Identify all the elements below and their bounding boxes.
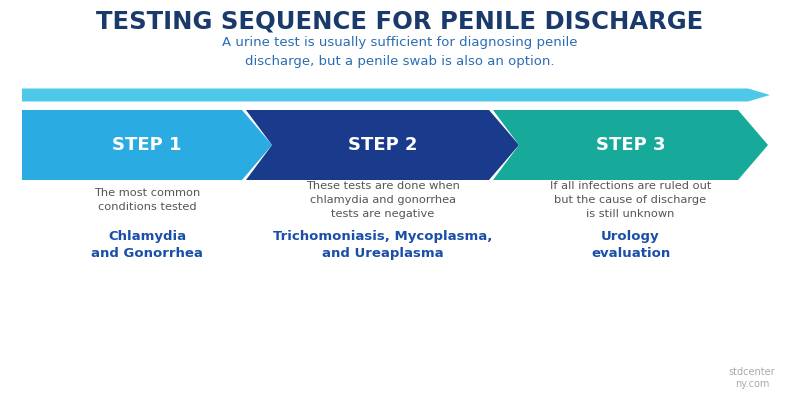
Polygon shape (246, 110, 519, 180)
Text: A urine test is usually sufficient for diagnosing penile
discharge, but a penile: A urine test is usually sufficient for d… (222, 36, 578, 68)
Text: The most common
conditions tested: The most common conditions tested (94, 188, 200, 212)
Text: These tests are done when
chlamydia and gonorrhea
tests are negative: These tests are done when chlamydia and … (306, 182, 459, 218)
Text: Trichomoniasis, Mycoplasma,
and Ureaplasma: Trichomoniasis, Mycoplasma, and Ureaplas… (273, 230, 492, 260)
Text: TESTING SEQUENCE FOR PENILE DISCHARGE: TESTING SEQUENCE FOR PENILE DISCHARGE (96, 10, 704, 34)
Polygon shape (493, 110, 768, 180)
Text: Chlamydia
and Gonorrhea: Chlamydia and Gonorrhea (91, 230, 203, 260)
Text: STEP 3: STEP 3 (596, 136, 666, 154)
Polygon shape (22, 88, 770, 102)
Text: Urology
evaluation: Urology evaluation (591, 230, 670, 260)
Text: STEP 2: STEP 2 (348, 136, 418, 154)
Text: STEP 1: STEP 1 (112, 136, 182, 154)
Polygon shape (22, 110, 272, 180)
Text: stdcenter
ny.com: stdcenter ny.com (729, 367, 775, 389)
Text: If all infections are ruled out
but the cause of discharge
is still unknown: If all infections are ruled out but the … (550, 182, 711, 218)
